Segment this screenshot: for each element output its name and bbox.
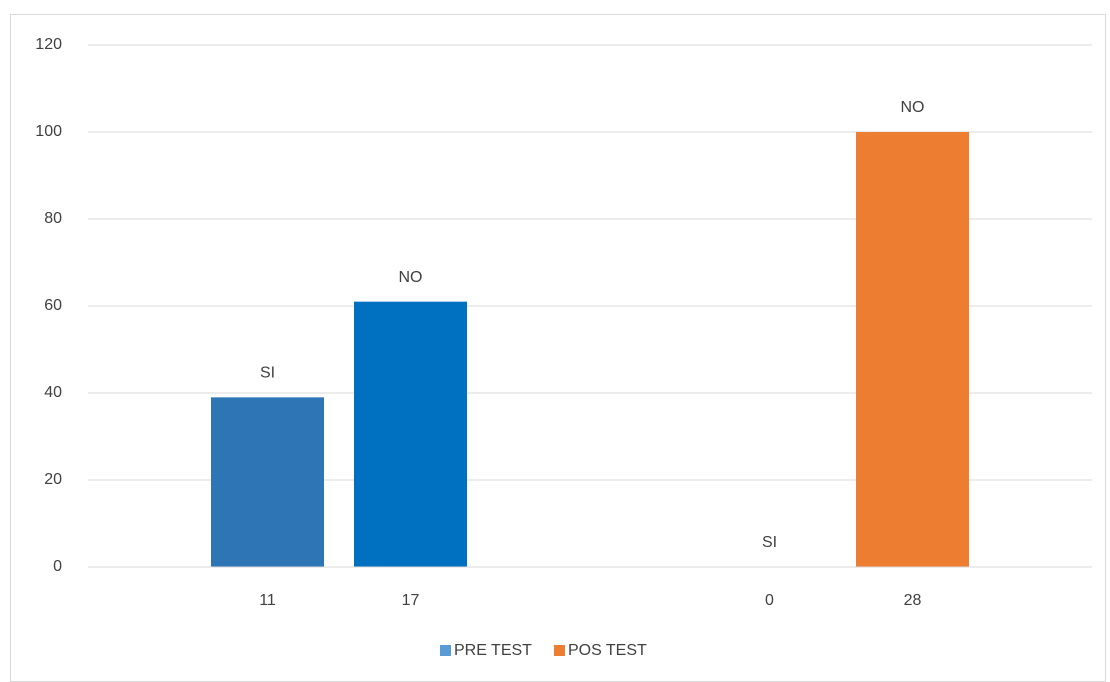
y-tick-label: 80 [44,210,62,227]
data-label: NO [901,99,925,116]
data-label: SI [260,365,275,382]
bar [354,301,467,567]
legend-label: POS TEST [568,642,647,659]
x-tick-label: 11 [259,592,276,609]
y-tick-label: 100 [35,123,62,140]
x-tick-label: 0 [765,592,774,609]
bar [211,397,324,567]
y-tick-label: 0 [53,558,62,575]
legend-label: PRE TEST [454,642,532,659]
x-tick-label: 28 [904,592,922,609]
legend-swatch [440,645,451,656]
y-tick-label: 40 [44,384,62,401]
y-tick-label: 60 [44,297,62,314]
y-tick-label: 120 [35,36,62,53]
x-tick-label: 17 [402,592,420,609]
bar [856,132,969,567]
data-label: NO [399,269,423,286]
legend-swatch [553,645,565,656]
y-tick-label: 20 [44,471,62,488]
data-label: SI [762,534,777,551]
